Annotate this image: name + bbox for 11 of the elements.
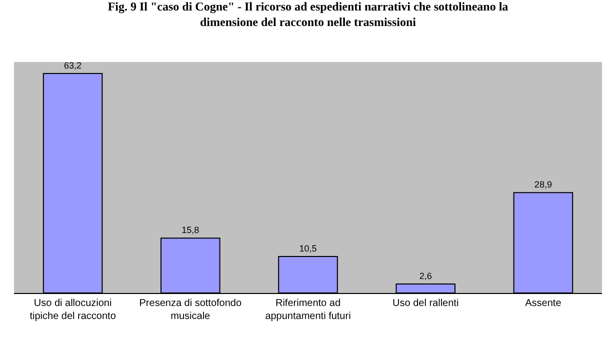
chart-title: Fig. 9 Il "caso di Cogne" - Il ricorso ad espedienti narrativi che sottolineano la dimensione del racconto nelle trasmissioni <box>108 0 508 29</box>
x-tick-label: Riferimento ad appuntamenti futuri <box>265 298 351 322</box>
x-tick-label: Uso del rallenti <box>392 298 459 309</box>
data-label: 28,9 <box>534 180 552 190</box>
x-tick-label: Assente <box>525 298 562 309</box>
data-label: 2,6 <box>419 270 432 281</box>
data-label: 63,2 <box>64 60 82 71</box>
data-label: 15,8 <box>182 225 200 236</box>
data-label: 10,5 <box>299 244 317 254</box>
x-tick-label: Uso di allocuzioni tipiche del racconto <box>30 298 116 322</box>
x-tick-label: Presenza di sottofondo musicale <box>139 298 242 322</box>
